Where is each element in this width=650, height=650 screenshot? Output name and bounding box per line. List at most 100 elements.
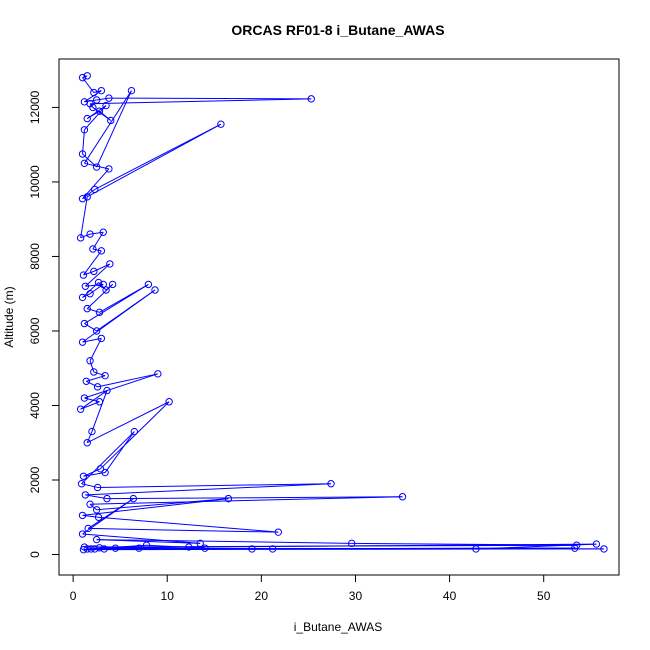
series-line-segment	[89, 360, 95, 373]
data-point	[224, 494, 233, 503]
data-point	[78, 195, 87, 203]
series-line-segment	[84, 323, 97, 332]
series-line-segment	[104, 431, 135, 473]
data-point	[348, 539, 356, 548]
series-line-segment	[86, 123, 222, 198]
y-tick-label: 10000	[28, 165, 42, 199]
y-tick-label: 4000	[28, 392, 42, 419]
series-line-segment	[89, 103, 94, 108]
data-point	[90, 368, 98, 376]
data-point	[78, 530, 87, 538]
data-point	[107, 116, 115, 125]
data-point	[105, 165, 113, 173]
data-point	[90, 88, 98, 97]
data-point	[92, 163, 101, 171]
series-line-segment	[89, 231, 104, 235]
data-point	[398, 493, 407, 501]
data-point	[89, 103, 97, 112]
x-tick-label: 10	[161, 589, 175, 603]
series-line-segment	[83, 250, 102, 276]
data-point	[83, 114, 91, 123]
series-line-segment	[84, 397, 100, 403]
x-tick-label: 50	[537, 589, 551, 603]
data-point	[95, 107, 104, 115]
data-point	[80, 319, 89, 328]
data-point	[86, 500, 94, 508]
series-line-segment	[83, 548, 604, 551]
y-tick-label: 2000	[28, 466, 42, 493]
series-line-segment	[80, 196, 88, 238]
series-line-segment	[98, 516, 279, 533]
series-line-segment	[106, 496, 403, 500]
series-line-segment	[82, 289, 156, 343]
data-point	[307, 95, 315, 103]
data-point	[79, 545, 88, 554]
y-tick-label: 6000	[28, 317, 42, 344]
series-line-segment	[90, 547, 575, 550]
data-point	[217, 120, 225, 128]
data-point	[80, 126, 89, 134]
series-line-segment	[90, 98, 312, 105]
data-point	[78, 73, 87, 82]
series-line-segment	[80, 233, 91, 239]
series-line-segment	[83, 90, 132, 164]
data-point	[92, 327, 101, 335]
data-point	[101, 371, 109, 380]
series-line-segment	[87, 401, 170, 444]
data-point	[201, 544, 209, 552]
series-line-segment	[96, 90, 132, 168]
series-line-segment	[80, 390, 108, 410]
data-point	[92, 535, 101, 544]
data-point	[142, 541, 151, 549]
series-line-segment	[86, 431, 93, 443]
data-point	[97, 334, 106, 343]
data-point	[79, 271, 88, 279]
series-line-segment	[89, 503, 97, 511]
data-point	[86, 230, 94, 238]
series-line-segment	[84, 162, 109, 170]
data-point	[78, 150, 87, 158]
data-point	[80, 394, 89, 402]
series-line-segment	[96, 539, 352, 544]
data-point	[78, 338, 87, 346]
series-line-segment	[85, 263, 111, 287]
series-line-segment	[82, 533, 201, 544]
data-point	[196, 539, 204, 548]
x-axis-label: i_Butane_AWAS	[294, 620, 383, 634]
data-point	[95, 308, 104, 317]
data-point	[76, 234, 85, 242]
series-line-segment	[82, 75, 88, 79]
data-point	[592, 540, 601, 548]
data-point	[600, 545, 608, 553]
series-line-segment	[81, 431, 135, 485]
data-point	[91, 185, 99, 194]
data-point	[87, 545, 95, 553]
data-point	[95, 544, 104, 552]
series-line-segment	[82, 129, 85, 155]
series-line-segment	[84, 283, 149, 324]
data-point	[248, 545, 256, 553]
data-point	[94, 278, 103, 287]
data-point	[108, 280, 117, 289]
data-point	[103, 386, 111, 395]
series-line-segment	[96, 97, 109, 101]
data-point	[268, 545, 277, 553]
data-point	[97, 247, 106, 255]
series-line-segment	[97, 483, 332, 488]
data-point	[103, 494, 111, 503]
data-point	[90, 267, 98, 276]
series-line-segment	[82, 514, 99, 518]
data-point	[101, 468, 109, 477]
x-tick-label: 30	[349, 589, 363, 603]
data-point	[86, 357, 94, 365]
series-line-segment	[92, 248, 102, 252]
data-point	[105, 94, 113, 102]
data-point	[571, 544, 579, 552]
data-point	[93, 383, 102, 391]
data-point	[185, 543, 193, 551]
data-point	[106, 260, 114, 268]
series-line-segment	[82, 498, 229, 516]
series-line-segment	[100, 401, 170, 470]
data-point	[89, 245, 97, 253]
data-point	[94, 513, 103, 521]
